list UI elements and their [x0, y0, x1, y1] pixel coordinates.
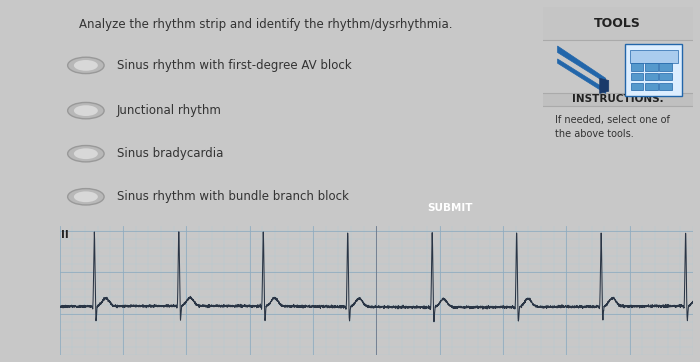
- FancyBboxPatch shape: [631, 63, 643, 71]
- FancyBboxPatch shape: [645, 83, 657, 90]
- FancyBboxPatch shape: [659, 63, 672, 71]
- Text: INSTRUCTIONS.: INSTRUCTIONS.: [572, 94, 664, 104]
- Text: Sinus rhythm with bundle branch block: Sinus rhythm with bundle branch block: [117, 190, 349, 203]
- Circle shape: [68, 102, 104, 119]
- Text: Analyze the rhythm strip and identify the rhythm/dysrhythmia.: Analyze the rhythm strip and identify th…: [78, 18, 452, 31]
- Text: Junctional rhythm: Junctional rhythm: [117, 104, 222, 117]
- Circle shape: [74, 148, 98, 159]
- Text: If needed, select one of
the above tools.: If needed, select one of the above tools…: [554, 115, 669, 139]
- Polygon shape: [557, 59, 606, 93]
- FancyBboxPatch shape: [631, 73, 643, 80]
- Circle shape: [68, 189, 104, 205]
- FancyBboxPatch shape: [645, 73, 657, 80]
- Text: Sinus bradycardia: Sinus bradycardia: [117, 147, 223, 160]
- FancyBboxPatch shape: [645, 63, 657, 71]
- Text: II: II: [62, 230, 69, 240]
- Polygon shape: [557, 46, 606, 83]
- Circle shape: [74, 105, 98, 116]
- Circle shape: [74, 60, 98, 71]
- Text: Sinus rhythm with first-degree AV block: Sinus rhythm with first-degree AV block: [117, 59, 351, 72]
- FancyBboxPatch shape: [659, 83, 672, 90]
- FancyBboxPatch shape: [542, 7, 693, 39]
- Text: TOOLS: TOOLS: [594, 17, 641, 30]
- FancyBboxPatch shape: [625, 44, 682, 96]
- FancyBboxPatch shape: [542, 93, 693, 106]
- FancyBboxPatch shape: [659, 73, 672, 80]
- Text: SUBMIT: SUBMIT: [427, 203, 473, 213]
- Polygon shape: [600, 78, 609, 93]
- FancyBboxPatch shape: [630, 50, 678, 63]
- Circle shape: [68, 57, 104, 73]
- Circle shape: [74, 191, 98, 202]
- Circle shape: [68, 146, 104, 162]
- FancyBboxPatch shape: [631, 83, 643, 90]
